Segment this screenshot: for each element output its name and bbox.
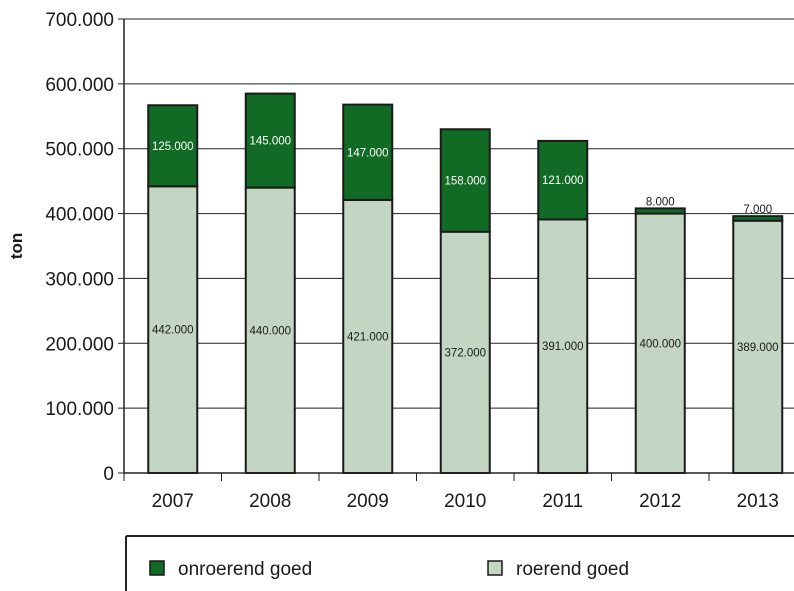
bar-onroerend-goed — [342, 103, 394, 201]
data-label-onroerend-goed: 147.000 — [347, 147, 389, 159]
y-tick-label: 100.000 — [45, 399, 114, 420]
bar-roerend-goed — [244, 186, 296, 474]
y-tick-label: 0 — [103, 464, 114, 485]
x-tick-label: 2010 — [444, 491, 486, 512]
legend-label: roerend goed — [516, 559, 629, 580]
legend: onroerend goed roerend goed — [125, 535, 794, 591]
data-label-roerend-goed: 442.000 — [152, 325, 194, 337]
x-tick-label: 2012 — [639, 491, 681, 512]
y-tick-label: 400.000 — [45, 205, 114, 226]
data-label-roerend-goed: 440.000 — [249, 325, 291, 337]
x-tick-label: 2007 — [152, 491, 194, 512]
y-tick-label: 500.000 — [45, 140, 114, 161]
bar-roerend-goed — [439, 230, 491, 474]
bar-roerend-goed — [732, 219, 784, 474]
data-label-roerend-goed: 421.000 — [347, 331, 389, 343]
bar-onroerend-goed — [732, 215, 784, 222]
data-label-roerend-goed: 400.000 — [639, 338, 681, 350]
legend-swatch — [487, 560, 503, 576]
x-tick-label: 2011 — [542, 491, 583, 512]
data-label-onroerend-goed: 121.000 — [542, 175, 584, 187]
data-label-onroerend-goed: 7.000 — [743, 204, 772, 216]
axes — [123, 19, 794, 474]
bar-onroerend-goed — [537, 139, 589, 221]
legend-label: onroerend goed — [178, 559, 312, 580]
bar-onroerend-goed — [634, 207, 686, 215]
bar-onroerend-goed — [244, 92, 296, 189]
bar-onroerend-goed — [147, 104, 199, 188]
x-tick-label: 2008 — [249, 491, 291, 512]
x-tick-label: 2013 — [737, 491, 779, 512]
data-label-roerend-goed: 391.000 — [542, 341, 584, 353]
y-tick-label: 600.000 — [45, 75, 114, 96]
data-label-roerend-goed: 389.000 — [737, 342, 779, 354]
y-tick-label: 700.000 — [45, 10, 114, 31]
bar-roerend-goed — [342, 198, 394, 475]
data-label-onroerend-goed: 125.000 — [152, 141, 194, 153]
bars: 442.000 125.000 440.000 145.000 421.000 147.0… — [147, 92, 784, 475]
y-axis-ticks: 0 100.000 200.000 300.000 400.000 500.000 600.… — [45, 10, 124, 485]
x-tick-label: 2009 — [347, 491, 389, 512]
bar-roerend-goed — [634, 212, 686, 474]
data-label-onroerend-goed: 158.000 — [444, 175, 486, 187]
legend-swatch — [149, 560, 165, 576]
data-label-onroerend-goed: 145.000 — [249, 136, 291, 148]
bar-onroerend-goed — [439, 128, 491, 233]
y-tick-label: 200.000 — [45, 334, 114, 355]
y-tick-label: 300.000 — [45, 269, 114, 290]
x-axis-ticks: 2007 2008 2009 2010 2011 2012 2013 — [123, 473, 779, 512]
data-label-roerend-goed: 372.000 — [444, 347, 486, 359]
data-label-onroerend-goed: 8.000 — [646, 196, 675, 208]
y-axis-title: ton — [7, 233, 26, 259]
